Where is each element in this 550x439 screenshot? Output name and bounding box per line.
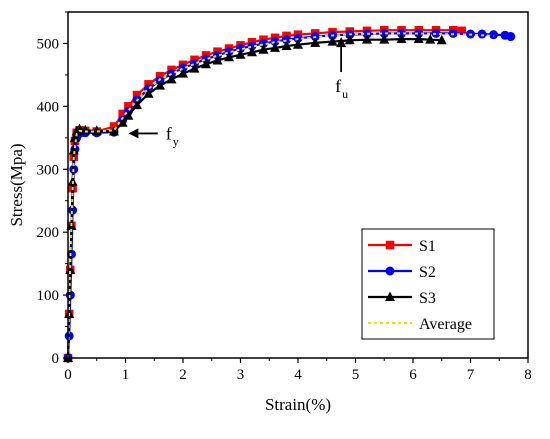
legend-label: S2: [419, 264, 436, 281]
annotations-layer: f yf u: [128, 37, 348, 148]
data-point: [189, 63, 200, 73]
x-axis-label: Strain(%): [265, 395, 331, 414]
legend-label: Average: [419, 316, 472, 333]
data-point: [117, 117, 128, 127]
legend-box: [361, 228, 495, 340]
data-point: [396, 33, 407, 44]
x-tick-label: 8: [524, 367, 532, 383]
x-tick-label: 6: [409, 367, 417, 383]
data-point: [413, 33, 424, 44]
annotation-label: f: [335, 76, 341, 96]
legend-item-s2: S2: [368, 264, 436, 281]
data-point: [489, 30, 498, 40]
data-point: [506, 32, 516, 42]
annotation-arrowhead: [128, 128, 139, 139]
data-point: [155, 80, 165, 90]
data-point: [123, 110, 134, 120]
legend-label: S3: [419, 290, 436, 307]
data-point: [327, 36, 338, 46]
legend-marker: [385, 240, 395, 250]
legend-marker: [385, 291, 395, 301]
data-point: [310, 37, 321, 47]
x-tick-label: 7: [467, 367, 475, 383]
annotation-subscript: y: [173, 134, 179, 148]
x-tick-label: 5: [352, 367, 360, 383]
data-point: [166, 73, 177, 84]
legend-item-s1: S1: [368, 238, 436, 255]
data-point: [258, 44, 269, 54]
ticks-layer: 0 1 2 3 4 5 6 7 8 0 100 200 300 400 500: [37, 11, 532, 383]
y-tick-label: 400: [37, 99, 60, 115]
data-point: [270, 42, 280, 52]
x-tick-label: 0: [64, 367, 72, 383]
y-tick-label: 0: [52, 351, 60, 367]
data-point: [362, 34, 372, 44]
data-point: [69, 132, 80, 142]
series-layer: [63, 25, 516, 363]
data-point: [109, 126, 119, 136]
data-point: [379, 34, 390, 44]
data-point: [132, 99, 142, 110]
data-point: [247, 41, 257, 51]
data-point: [344, 34, 355, 45]
annotation-subscript: u: [342, 87, 348, 101]
data-point: [270, 37, 280, 47]
series-line: [67, 32, 494, 359]
y-tick-label: 200: [37, 225, 60, 241]
y-tick-label: 300: [37, 162, 60, 178]
data-point: [247, 46, 257, 57]
y-tick-label: 100: [37, 288, 60, 304]
x-tick-label: 3: [237, 367, 245, 383]
data-point: [178, 68, 188, 78]
data-point: [425, 34, 436, 44]
data-point: [293, 39, 303, 49]
data-point: [201, 58, 211, 69]
data-point: [477, 29, 487, 39]
data-point: [457, 26, 467, 36]
legend: S1 S2 S3 Average: [361, 228, 495, 340]
y-axis-label: Stress(Mpa): [7, 143, 26, 226]
series-average: [67, 32, 494, 359]
annotation-arrowhead: [336, 37, 347, 48]
x-tick-label: 2: [179, 367, 187, 383]
data-point: [414, 28, 424, 38]
data-point: [224, 51, 234, 62]
data-point: [212, 54, 223, 65]
data-point: [379, 28, 389, 38]
x-tick-label: 1: [122, 367, 130, 383]
legend-item-average: Average: [368, 316, 472, 333]
legend-item-s3: S3: [368, 290, 436, 307]
data-point: [235, 49, 246, 59]
data-point: [91, 125, 102, 135]
data-point: [143, 88, 154, 98]
y-tick-label: 500: [37, 36, 60, 52]
annotation-label: f: [166, 123, 172, 143]
data-point: [397, 28, 406, 38]
data-point: [281, 40, 292, 50]
data-point: [68, 144, 79, 155]
x-tick-label: 4: [294, 367, 302, 383]
data-point: [436, 34, 447, 45]
data-point: [362, 29, 372, 39]
legend-label: S1: [419, 238, 436, 255]
legend-marker: [385, 266, 395, 276]
